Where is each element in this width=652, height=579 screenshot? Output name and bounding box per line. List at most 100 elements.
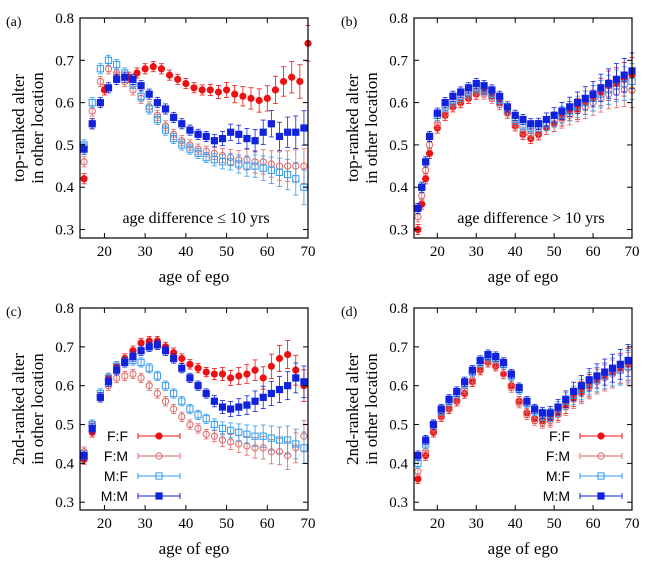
data-point [484,351,492,359]
panel-label: (b) [341,15,358,30]
data-point [145,382,153,390]
x-tick-label: 60 [586,244,601,260]
data-point [170,354,178,363]
x-axis-label: age of ego [488,539,559,558]
data-point [267,166,275,174]
data-point [161,382,170,390]
data-point [284,436,292,444]
y-tick-label: 0.4 [389,456,408,472]
data-point [227,426,235,434]
data-point [210,370,218,378]
data-point [170,113,178,122]
data-point [218,134,227,143]
data-point [263,94,271,102]
data-point [288,73,296,81]
data-point [231,90,239,98]
legend-marker [597,452,605,460]
x-tick-label: 40 [508,244,523,260]
annotation: age difference > 10 yrs [457,210,604,227]
data-point [472,79,480,88]
data-point [80,175,88,183]
data-point [149,63,157,71]
data-point [601,368,609,376]
y-tick-label: 0.3 [389,223,408,239]
y-tick-label: 0.6 [389,96,408,112]
data-point [503,103,512,111]
data-point [113,366,121,374]
x-tick-label: 20 [97,516,112,532]
legend-marker [155,452,163,460]
data-point [243,134,251,143]
legend-marker [155,472,163,480]
data-point [194,424,202,433]
data-point [210,432,218,440]
data-point [104,56,113,64]
data-point [210,137,218,145]
y-tick-label: 0.5 [389,418,408,434]
data-point [243,401,251,409]
data-point [499,370,508,378]
data-point [161,126,170,134]
data-point [80,145,88,153]
data-point [480,82,488,90]
data-point [96,99,104,107]
data-point [186,420,194,429]
y-tick-label: 0.6 [55,379,74,395]
legend-marker [155,492,163,500]
data-point [488,86,496,94]
data-point [612,75,621,83]
data-point [468,366,476,374]
x-tick-label: 70 [625,244,640,260]
data-point [531,405,539,413]
data-point [605,79,613,88]
data-point [198,86,206,94]
data-point [170,389,178,398]
data-point [194,149,202,157]
series-ff [80,25,312,185]
legend-marker [155,432,163,440]
y-tick-label: 0.4 [55,456,74,472]
x-tick-label: 30 [469,516,484,532]
y-axis-label: top-ranked alter in other location [343,72,381,184]
data-point [573,99,582,107]
data-point [153,115,161,124]
data-point [464,84,473,92]
data-point [227,374,235,382]
data-point [202,430,210,438]
series-mm [80,71,308,155]
y-axis-label-line: in other location [28,72,47,184]
data-point [153,389,161,398]
data-point [511,111,519,119]
data-point [137,347,145,355]
data-point [292,128,300,136]
data-point [239,92,247,100]
data-point [519,115,527,124]
data-point [88,120,96,128]
data-point [267,434,275,442]
data-point [145,364,153,372]
data-point [145,105,153,113]
series-mm [414,52,636,214]
data-point [251,137,259,145]
data-point [137,82,145,90]
data-point [186,126,194,134]
panel-label: (a) [6,15,22,30]
data-point [292,175,300,183]
data-point [476,356,484,365]
data-point [178,364,186,372]
x-tick-label: 20 [430,516,445,532]
data-point [235,130,243,138]
data-point [218,436,227,444]
data-point [499,358,508,366]
data-point [267,389,275,398]
data-point [202,132,210,141]
y-axis-label-line: top-ranked alter [343,74,362,182]
y-axis-label-line: top-ranked alter [9,74,28,182]
data-point [227,158,235,166]
data-point [581,94,589,102]
data-point [210,420,218,429]
panel-d: (d) 20 30 40 50 60 70 0.3 0.4 0.5 0.6 0.7 0.8 age of … [341,301,640,558]
x-axis-label: age of ego [488,267,559,286]
data-point [300,162,308,170]
panel-label: (c) [6,305,22,320]
